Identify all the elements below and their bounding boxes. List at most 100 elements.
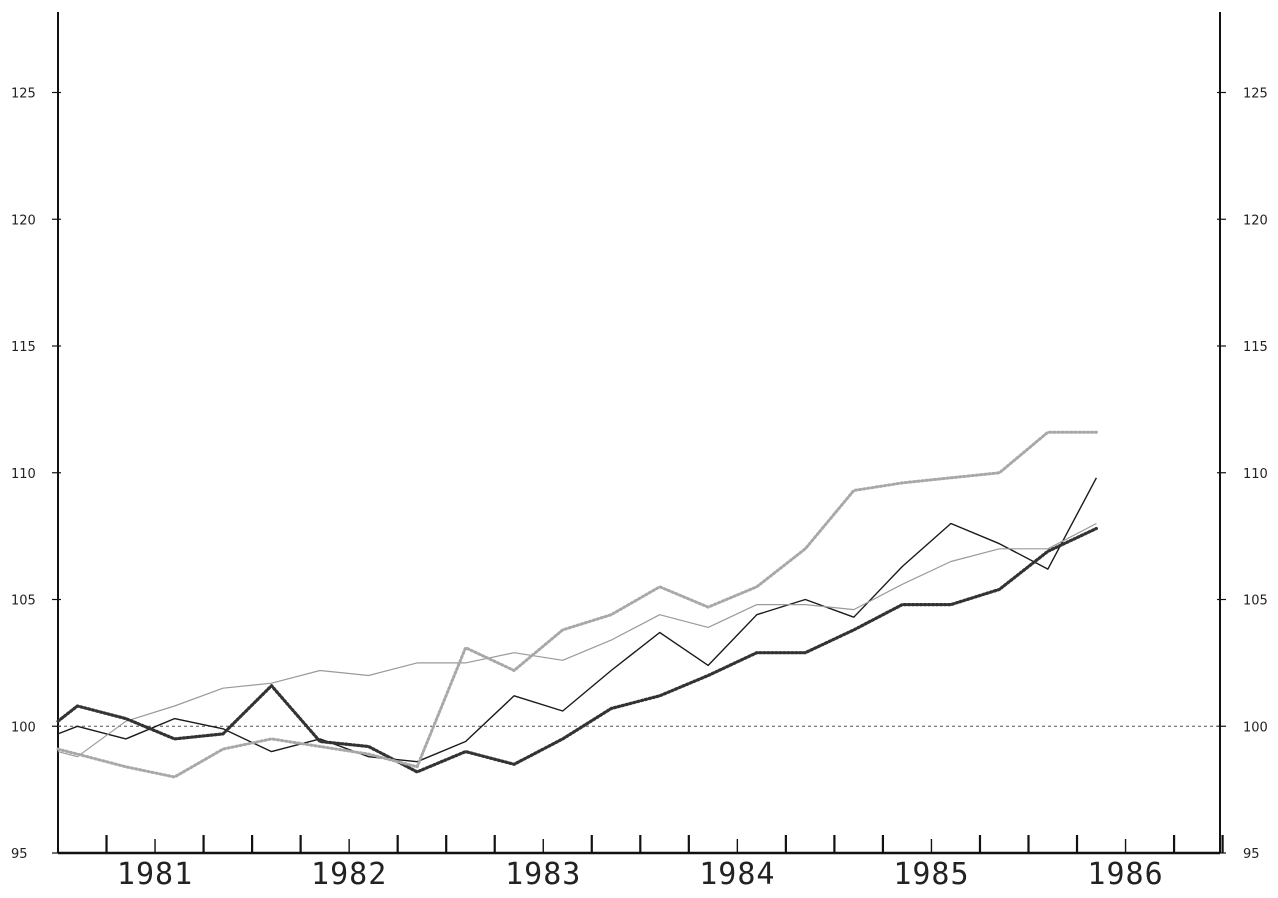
- data-point-dotted-dark: [950, 604, 952, 606]
- data-point-dotted-light: [562, 629, 564, 631]
- y-tick-label-right: 95: [1243, 847, 1260, 862]
- x-tick-label: 1986: [1087, 857, 1163, 892]
- data-point-dotted-light: [902, 482, 904, 484]
- data-point-dotted-light: [756, 586, 758, 588]
- series-line-solid-dark: [57, 477, 1098, 763]
- data-point-dotted-light: [222, 748, 224, 750]
- data-point-dotted-dark: [222, 733, 224, 735]
- data-point-solid-light: [77, 756, 79, 758]
- series-line-solid-light: [57, 522, 1097, 758]
- data-point-dotted-dark: [756, 652, 758, 654]
- data-point-dotted-light: [465, 647, 467, 649]
- data-point-solid-dark: [513, 695, 515, 697]
- y-tick-label-left: 100: [11, 720, 36, 735]
- data-point-dotted-dark: [610, 708, 612, 710]
- data-point-dotted-light: [999, 472, 1001, 474]
- data-point-dotted-dark: [659, 695, 661, 697]
- data-point-solid-dark: [1047, 568, 1049, 570]
- data-point-dotted-light: [368, 753, 370, 755]
- data-point-dotted-dark: [319, 741, 321, 743]
- data-point-dotted-dark: [416, 771, 418, 773]
- data-point-dotted-light: [707, 606, 709, 608]
- data-point-dotted-dark: [125, 718, 127, 720]
- data-point-dotted-dark: [902, 604, 904, 606]
- data-point-dotted-light: [77, 753, 79, 755]
- data-point-solid-dark: [271, 751, 273, 753]
- series-line-dotted-dark: [56, 526, 1098, 774]
- data-point-solid-dark: [805, 599, 807, 601]
- data-point-solid-light: [707, 627, 709, 629]
- data-point-solid-light: [950, 561, 952, 563]
- y-tick-label-left: 105: [11, 594, 36, 609]
- data-point-dotted-light: [416, 766, 418, 768]
- data-point-dotted-dark: [1047, 551, 1049, 553]
- data-point-dotted-dark: [853, 629, 855, 631]
- y-tick-label-right: 100: [1243, 720, 1268, 735]
- x-tick-label: 1981: [117, 857, 193, 892]
- data-point-dotted-light: [1096, 431, 1098, 433]
- data-point-dotted-light: [659, 586, 661, 588]
- data-point-solid-dark: [902, 566, 904, 568]
- data-point-dotted-light: [1047, 431, 1049, 433]
- data-point-solid-dark: [756, 614, 758, 616]
- y-tick-label-left: 115: [11, 340, 36, 355]
- data-point-solid-dark: [222, 728, 224, 730]
- data-point-dotted-light: [174, 776, 176, 778]
- data-point-solid-light: [271, 682, 273, 684]
- data-point-solid-light: [465, 662, 467, 664]
- axes: [52, 12, 1226, 855]
- data-point-solid-dark: [125, 738, 127, 740]
- data-point-dotted-dark: [805, 652, 807, 654]
- data-point-dotted-dark: [57, 720, 59, 722]
- data-point-solid-light: [125, 720, 127, 722]
- y-tick-label-left: 95: [11, 847, 28, 862]
- data-point-solid-dark: [368, 756, 370, 758]
- y-tick-label-right: 115: [1243, 340, 1268, 355]
- data-point-dotted-dark: [1096, 528, 1098, 530]
- data-point-solid-light: [999, 548, 1001, 550]
- tick-labels: 95 95 100 100 105 105 110 110 115 115 120 120 125 125…: [11, 87, 1268, 893]
- data-point-solid-light: [853, 609, 855, 611]
- data-point-solid-light: [610, 639, 612, 641]
- series-group: [56, 430, 1098, 779]
- data-point-solid-dark: [707, 665, 709, 667]
- data-point-solid-light: [368, 675, 370, 677]
- data-point-solid-light: [902, 584, 904, 586]
- y-tick-label-left: 110: [11, 467, 36, 482]
- data-point-dotted-dark: [513, 764, 515, 766]
- data-point-solid-dark: [659, 632, 661, 634]
- y-tick-label-left: 120: [11, 213, 36, 228]
- x-tick-label: 1982: [311, 857, 387, 892]
- data-point-solid-dark: [1096, 477, 1098, 479]
- x-tick-label: 1984: [699, 857, 775, 892]
- data-point-dotted-dark: [465, 751, 467, 753]
- data-point-dotted-light: [125, 766, 127, 768]
- data-point-dotted-light: [271, 738, 273, 740]
- data-point-solid-dark: [174, 718, 176, 720]
- data-point-solid-light: [416, 662, 418, 664]
- data-point-solid-light: [756, 604, 758, 606]
- y-tick-label-left: 125: [11, 87, 36, 102]
- data-point-solid-light: [174, 705, 176, 707]
- data-point-dotted-light: [513, 670, 515, 672]
- data-point-dotted-light: [57, 748, 59, 750]
- data-point-dotted-light: [319, 746, 321, 748]
- data-point-dotted-light: [610, 614, 612, 616]
- data-point-solid-light: [805, 604, 807, 606]
- data-point-dotted-light: [853, 490, 855, 492]
- y-tick-label-right: 105: [1243, 594, 1268, 609]
- data-point-dotted-light: [805, 548, 807, 550]
- data-point-dotted-dark: [368, 746, 370, 748]
- data-point-solid-dark: [77, 726, 79, 728]
- data-point-solid-dark: [465, 741, 467, 743]
- data-point-dotted-dark: [999, 589, 1001, 591]
- data-point-solid-dark: [853, 616, 855, 618]
- data-point-solid-dark: [950, 523, 952, 525]
- data-point-dotted-dark: [174, 738, 176, 740]
- data-point-solid-light: [1096, 523, 1098, 525]
- data-point-solid-light: [222, 687, 224, 689]
- data-point-solid-light: [562, 660, 564, 662]
- data-point-solid-dark: [562, 710, 564, 712]
